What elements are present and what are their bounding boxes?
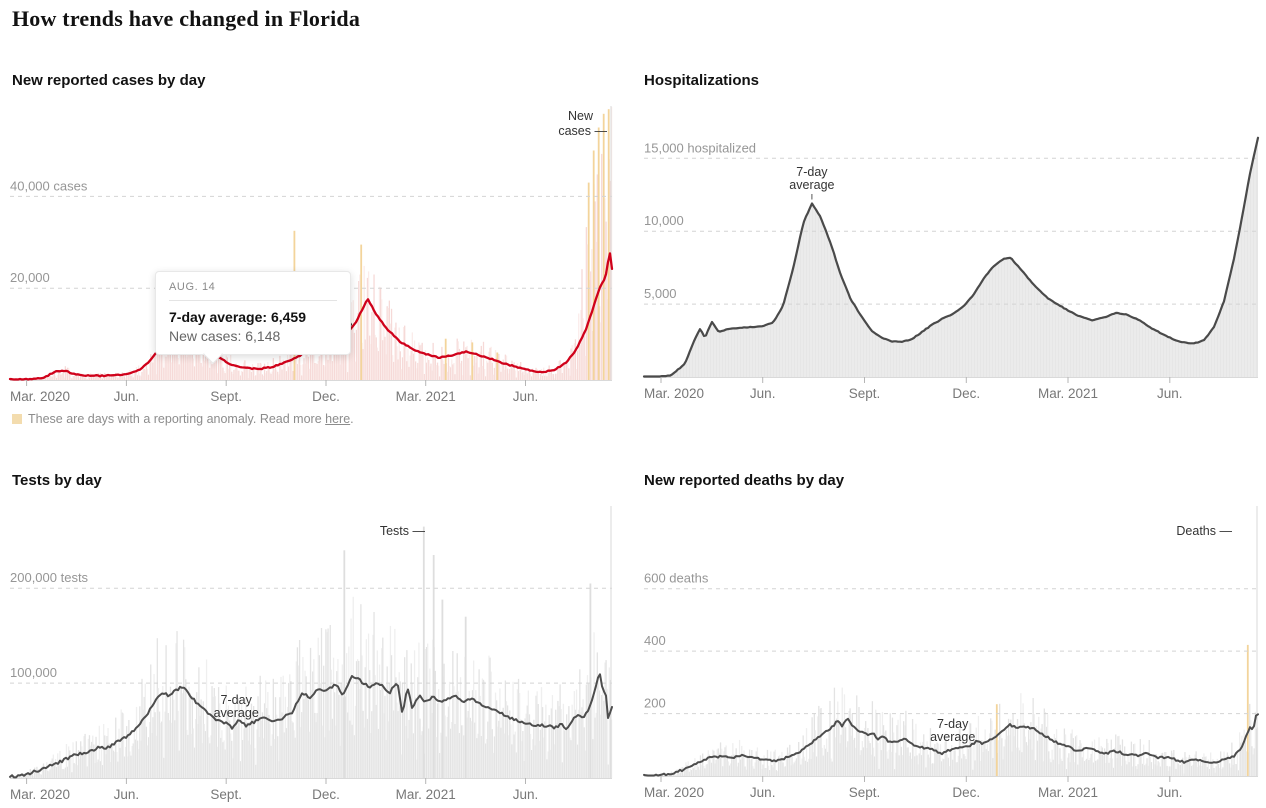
tooltip-newcases-value: New cases: 6,148: [169, 328, 281, 344]
svg-text:Sept.: Sept.: [210, 787, 242, 802]
svg-text:20,000: 20,000: [10, 270, 50, 285]
tooltip-average-value: 7-day average: 6,459: [169, 309, 306, 325]
anomaly-swatch-icon: [12, 414, 22, 424]
svg-text:Mar. 2021: Mar. 2021: [1038, 785, 1098, 800]
svg-text:Dec.: Dec.: [952, 785, 980, 800]
svg-text:Mar. 2020: Mar. 2020: [644, 386, 704, 401]
svg-text:600 deaths: 600 deaths: [644, 571, 709, 586]
tooltip-divider: [169, 300, 337, 301]
svg-text:cases —: cases —: [558, 124, 607, 138]
svg-text:7-day: 7-day: [796, 165, 828, 179]
svg-text:Sept.: Sept.: [849, 386, 881, 401]
svg-text:Mar. 2020: Mar. 2020: [10, 389, 70, 404]
deaths-chart-area: 600 deaths 400 200 7-day average Deaths — Mar.…: [643, 500, 1259, 800]
tooltip-date: AUG. 14: [169, 281, 216, 293]
svg-text:200,000 tests: 200,000 tests: [10, 570, 89, 585]
footnote-text: These are days with a reporting anomaly.…: [28, 412, 326, 426]
svg-text:Deaths —: Deaths —: [1176, 524, 1232, 538]
svg-text:Mar. 2021: Mar. 2021: [1038, 386, 1098, 401]
chart-title-cases: New reported cases by day: [12, 72, 206, 89]
panel-cases: New reported cases by day 40,000 cases 20…: [8, 72, 614, 464]
svg-text:Dec.: Dec.: [312, 787, 340, 802]
svg-text:Jun.: Jun.: [513, 787, 539, 802]
svg-text:Jun.: Jun.: [750, 386, 776, 401]
chart-title-hospitalizations: Hospitalizations: [644, 72, 760, 89]
svg-text:200: 200: [644, 696, 666, 711]
svg-text:10,000: 10,000: [644, 213, 684, 228]
svg-text:Jun.: Jun.: [513, 389, 539, 404]
panel-hospitalizations: Hospitalizations 15,000 hospitalized 10,0…: [642, 72, 1260, 432]
panel-tests: Tests by day 200,000 tests 100,000 7-day av…: [9, 472, 613, 802]
footnote-period: .: [350, 412, 354, 426]
svg-text:Jun.: Jun.: [114, 787, 140, 802]
svg-text:Jun.: Jun.: [750, 785, 776, 800]
svg-text:40,000 cases: 40,000 cases: [10, 178, 88, 193]
cases-tooltip: AUG. 14 7-day average: 6,459 New cases: …: [155, 271, 351, 364]
anomaly-footnote: These are days with a reporting anomaly.…: [12, 412, 612, 426]
svg-text:100,000: 100,000: [10, 665, 57, 680]
svg-text:400: 400: [644, 633, 666, 648]
chart-title-deaths: New reported deaths by day: [644, 472, 845, 489]
read-more-link[interactable]: here: [325, 412, 351, 426]
svg-text:Jun.: Jun.: [114, 389, 140, 404]
svg-text:Jun.: Jun.: [1157, 785, 1183, 800]
tests-chart-area: 200,000 tests 100,000 7-day average Tests — M…: [9, 500, 613, 802]
chart-title-tests: Tests by day: [12, 472, 102, 489]
page-title: How trends have changed in Florida: [12, 6, 361, 31]
svg-text:Mar. 2021: Mar. 2021: [396, 389, 456, 404]
svg-text:Mar. 2021: Mar. 2021: [396, 787, 456, 802]
svg-text:Sept.: Sept.: [849, 785, 881, 800]
svg-text:Dec.: Dec.: [312, 389, 340, 404]
svg-text:15,000 hospitalized: 15,000 hospitalized: [644, 140, 756, 155]
svg-text:5,000: 5,000: [644, 286, 677, 301]
svg-text:Sept.: Sept.: [210, 389, 242, 404]
svg-text:7-day: 7-day: [937, 717, 969, 731]
hospitalizations-chart[interactable]: 15,000 hospitalized 10,000 5,000 7-dayavera…: [642, 100, 1260, 401]
svg-text:Jun.: Jun.: [1157, 386, 1183, 401]
hospitalizations-chart-area: 15,000 hospitalized 10,000 5,000 7-day avera…: [642, 100, 1260, 401]
svg-text:Mar. 2020: Mar. 2020: [10, 787, 70, 802]
panel-deaths: New reported deaths by day 600 deaths 400…: [643, 472, 1259, 802]
svg-text:average: average: [789, 178, 834, 192]
svg-text:Mar. 2020: Mar. 2020: [644, 785, 704, 800]
svg-text:7-day: 7-day: [221, 693, 253, 707]
svg-text:Tests —: Tests —: [380, 524, 426, 538]
svg-text:average: average: [214, 706, 259, 720]
svg-text:average: average: [930, 730, 975, 744]
svg-text:Dec.: Dec.: [952, 386, 980, 401]
svg-text:New: New: [568, 109, 594, 123]
